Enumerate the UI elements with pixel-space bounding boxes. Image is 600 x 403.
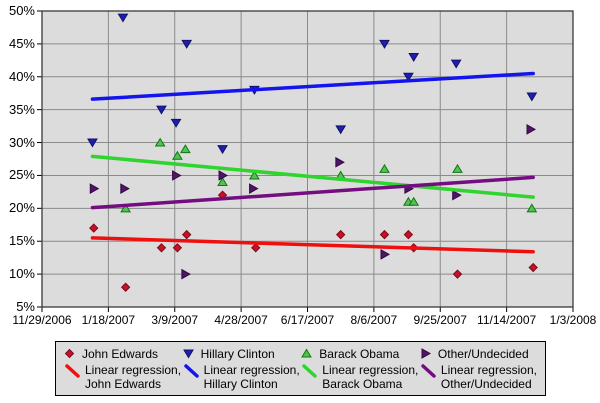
- barack-obama-data-point: [249, 170, 260, 180]
- legend: John Edwards Linear regression, John Edwar…: [55, 341, 546, 396]
- y-axis-tick-label: 35%: [8, 101, 35, 117]
- x-axis-tick-label: 11/14/2007: [477, 313, 537, 327]
- other-undecided-data-point: [249, 183, 259, 194]
- other-undecided-marker-icon: [421, 348, 431, 359]
- x-axis-tick-label: 4/28/2007: [214, 313, 268, 327]
- john-edwards-regression-line-icon: [65, 364, 80, 378]
- john-edwards-data-point: [452, 269, 463, 279]
- john-edwards-data-point: [528, 262, 538, 273]
- other-undecided-data-point: [335, 156, 345, 168]
- john-edwards-data-point: [181, 229, 192, 240]
- barack-obama-data-point: [120, 203, 132, 213]
- barack-obama-data-point: [179, 144, 191, 154]
- barack-obama-data-point: [379, 163, 390, 173]
- hillary-clinton-regression-line-icon: [183, 364, 199, 378]
- john-edwards-data-point: [251, 243, 261, 253]
- series-john-edwards: [89, 190, 538, 292]
- other-undecided-data-point: [120, 183, 130, 194]
- barack-obama-regression-line-icon: [302, 364, 318, 378]
- legend-regression-label: Linear regression, John Edwards: [85, 363, 182, 391]
- y-axis-tick-label: 25%: [8, 167, 35, 183]
- hillary-clinton-data-point: [379, 39, 390, 49]
- x-axis-tick-label: 1/18/2007: [81, 313, 136, 327]
- legend-series-label: Hillary Clinton: [200, 346, 275, 361]
- john-edwards-regression-line: [90, 236, 535, 254]
- series-hillary-clinton: [87, 13, 538, 155]
- x-axis-tick-label: 11/29/2006: [12, 313, 72, 327]
- other-undecided-regression-line: [90, 175, 535, 210]
- hillary-clinton-data-point: [170, 118, 182, 128]
- y-axis-tick-label: 40%: [8, 68, 35, 84]
- legend-regression-label: Linear regression, Other/Undecided: [440, 363, 537, 391]
- hillary-clinton-data-point: [408, 53, 420, 63]
- legend-item-hillary-clinton: Hillary Clinton Linear regression, Hillary…: [182, 346, 300, 391]
- john-edwards-marker-icon: [64, 348, 75, 359]
- john-edwards-data-point: [403, 229, 414, 240]
- other-undecided-data-point: [218, 170, 229, 181]
- x-axis-tick-label: 3/9/2007: [151, 313, 199, 327]
- john-edwards-data-point: [335, 229, 346, 240]
- other-undecided-data-point: [89, 183, 100, 194]
- y-axis-tick-label: 30%: [8, 134, 35, 150]
- other-undecided-data-point: [181, 268, 191, 280]
- john-edwards-data-point: [89, 223, 99, 233]
- other-undecided-data-point: [172, 170, 182, 181]
- legend-item-other-undecided: Other/Undecided Linear regression, Other/U…: [420, 346, 537, 391]
- x-axis-tick-label: 1/3/2008: [549, 313, 597, 327]
- y-axis-tick-label: 5%: [16, 299, 35, 314]
- hillary-clinton-marker-icon: [182, 349, 194, 359]
- y-axis-tick-label: 20%: [8, 200, 35, 216]
- plot-area: [37, 10, 574, 312]
- y-axis-tick-label: 15%: [8, 233, 35, 249]
- legend-item-john-edwards: John Edwards Linear regression, John Edwar…: [64, 346, 181, 391]
- legend-series-label: Barack Obama: [319, 346, 400, 361]
- series-barack-obama: [120, 137, 538, 213]
- y-axis-tick-label: 50%: [8, 3, 35, 18]
- hillary-clinton-data-point: [117, 13, 129, 23]
- john-edwards-data-point: [120, 282, 131, 292]
- x-axis-tick-label: 8/6/2007: [350, 313, 398, 327]
- legend-series-label: Other/Undecided: [437, 346, 529, 361]
- barack-obama-data-point: [526, 203, 538, 213]
- x-axis-tick-label: 6/17/2007: [280, 313, 335, 327]
- hillary-clinton-regression-line: [90, 71, 535, 101]
- john-edwards-data-point: [156, 243, 167, 253]
- other-undecided-data-point: [380, 249, 391, 260]
- barack-obama-data-point: [172, 150, 183, 160]
- hillary-clinton-data-point: [403, 72, 414, 82]
- legend-series-label: John Edwards: [82, 346, 159, 361]
- x-axis-tick-label: 9/25/2007: [413, 313, 467, 327]
- other-undecided-data-point: [526, 124, 537, 135]
- hillary-clinton-data-point: [217, 145, 228, 155]
- barack-obama-data-point: [408, 196, 420, 206]
- hillary-clinton-data-point: [87, 138, 98, 148]
- other-undecided-regression-line-icon: [421, 364, 436, 378]
- john-edwards-data-point: [379, 229, 390, 240]
- hillary-clinton-data-point: [181, 39, 193, 49]
- hillary-clinton-data-point: [156, 105, 167, 115]
- other-undecided-data-point: [452, 189, 462, 201]
- barack-obama-data-point: [217, 177, 228, 187]
- y-axis-tick-label: 10%: [8, 266, 35, 282]
- barack-obama-data-point: [154, 137, 166, 147]
- john-edwards-data-point: [172, 243, 183, 253]
- plot-border: [41, 10, 574, 308]
- barack-obama-data-point: [452, 163, 463, 173]
- legend-item-barack-obama: Barack Obama Linear regression, Barack Oba…: [301, 346, 418, 391]
- legend-regression-label: Linear regression, Barack Obama: [322, 363, 419, 391]
- legend-regression-label: Linear regression, Hillary Clinton: [203, 363, 300, 391]
- barack-obama-regression-line: [90, 154, 535, 199]
- barack-obama-marker-icon: [301, 348, 313, 358]
- hillary-clinton-data-point: [335, 125, 347, 135]
- hillary-clinton-data-point: [526, 92, 538, 102]
- y-axis-tick-label: 45%: [8, 35, 35, 51]
- hillary-clinton-data-point: [450, 59, 462, 69]
